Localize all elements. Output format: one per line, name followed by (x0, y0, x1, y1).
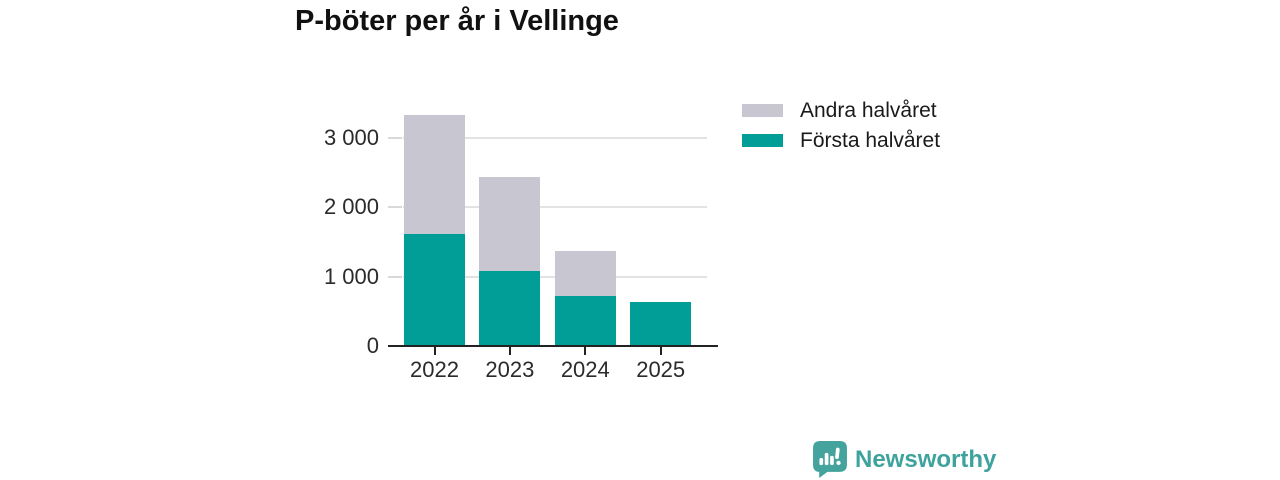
legend-item: Andra halvåret (742, 98, 940, 122)
y-tick (388, 137, 402, 140)
newsworthy-logo-icon (813, 441, 847, 478)
y-axis-label: 3 000 (323, 125, 379, 151)
chart-title: P-böter per år i Vellinge (295, 5, 619, 37)
legend-item: Första halvåret (742, 128, 941, 152)
x-tick (659, 347, 662, 355)
x-tick (508, 347, 511, 355)
x-tick (433, 347, 436, 355)
brand-name: Newsworthy (855, 445, 997, 473)
x-axis-label: 2024 (560, 357, 610, 382)
legend-swatch (742, 134, 783, 147)
legend-swatch (742, 104, 783, 117)
bar-segment (479, 271, 541, 346)
bar-segment (554, 296, 616, 346)
x-axis-line (388, 345, 718, 347)
x-axis-label: 2023 (485, 357, 535, 382)
bar-segment (479, 177, 541, 272)
y-axis-label: 2 000 (323, 194, 379, 220)
gridline (403, 206, 707, 209)
x-axis-label: 2025 (636, 357, 686, 382)
legend-label: Andra halvåret (800, 98, 937, 122)
legend-label: Första halvåret (800, 128, 941, 152)
legend: Andra halvåret Första halvåret (742, 98, 941, 160)
y-tick (388, 206, 402, 209)
y-axis-label: 1 000 (323, 263, 379, 289)
y-tick (388, 275, 402, 278)
brand-footer: Newsworthy (813, 441, 996, 478)
bar-segment (404, 233, 465, 346)
bar-segment (554, 251, 616, 297)
gridline (403, 137, 707, 140)
x-axis-label: 2022 (410, 357, 459, 382)
bar-segment (404, 115, 465, 234)
x-tick (584, 347, 587, 355)
y-axis-label: 0 (366, 333, 379, 358)
bar-segment (630, 301, 692, 346)
